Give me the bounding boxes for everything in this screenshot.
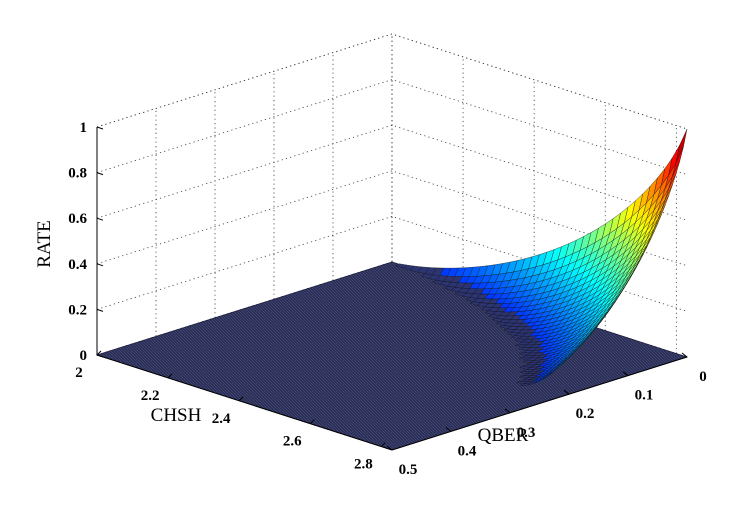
x-tick-label: 2.4 xyxy=(212,411,231,427)
y-tick xyxy=(504,408,511,414)
surface xyxy=(95,128,689,451)
wall-grid-z xyxy=(96,79,688,175)
x-tick-label: 2 xyxy=(75,365,83,381)
y-tick xyxy=(386,445,393,451)
z-tick-label: 0.4 xyxy=(68,257,87,273)
tick-labels: 0 0.2 0.4 0.6 0.8 1 2 2.2 2.4 2.6 2.8 0 0.1 0.2 0.3 0.4… xyxy=(68,120,707,478)
z-tick xyxy=(96,354,104,358)
y-tick xyxy=(622,371,629,376)
z-tick xyxy=(96,217,104,221)
z-tick xyxy=(96,172,104,176)
z-tick xyxy=(96,263,104,267)
y-tick xyxy=(445,427,452,432)
y-tick-label: 0.1 xyxy=(635,388,654,404)
y-axis-line xyxy=(391,356,688,451)
wall-grid-z xyxy=(96,124,688,221)
y-tick-label: 0.4 xyxy=(458,443,477,459)
z-tick-label: 0.8 xyxy=(68,166,87,182)
y-tick xyxy=(681,352,688,358)
surface-cell xyxy=(675,128,688,163)
z-tick xyxy=(96,308,104,312)
x-tick xyxy=(238,396,244,402)
y-tick-label: 0 xyxy=(699,369,707,385)
y-tick-label: 0.3 xyxy=(517,425,536,441)
x-tick-label: 2.8 xyxy=(354,457,373,473)
axes xyxy=(96,126,688,451)
x-tick-label: 2.2 xyxy=(141,388,160,404)
x-tick xyxy=(309,419,315,425)
z-tick-label: 0 xyxy=(80,348,88,364)
z-tick-label: 1 xyxy=(80,120,88,136)
z-tick-label: 0.2 xyxy=(68,302,87,318)
x-axis-line xyxy=(96,354,393,451)
wall-top-edge xyxy=(96,33,688,130)
z-tick xyxy=(96,126,104,130)
y-tick xyxy=(563,389,570,395)
z-tick-label: 0.6 xyxy=(68,211,87,227)
x-tick xyxy=(380,442,386,447)
x-tick xyxy=(167,373,173,379)
x-axis-label: CHSH xyxy=(151,405,202,426)
x-tick xyxy=(96,350,102,356)
y-tick-label: 0.5 xyxy=(399,462,418,478)
y-axis-label: QBER xyxy=(478,425,529,446)
y-tick-label: 0.2 xyxy=(576,406,595,422)
z-axis-label: RATE xyxy=(34,220,55,268)
x-tick-label: 2.6 xyxy=(283,434,302,450)
